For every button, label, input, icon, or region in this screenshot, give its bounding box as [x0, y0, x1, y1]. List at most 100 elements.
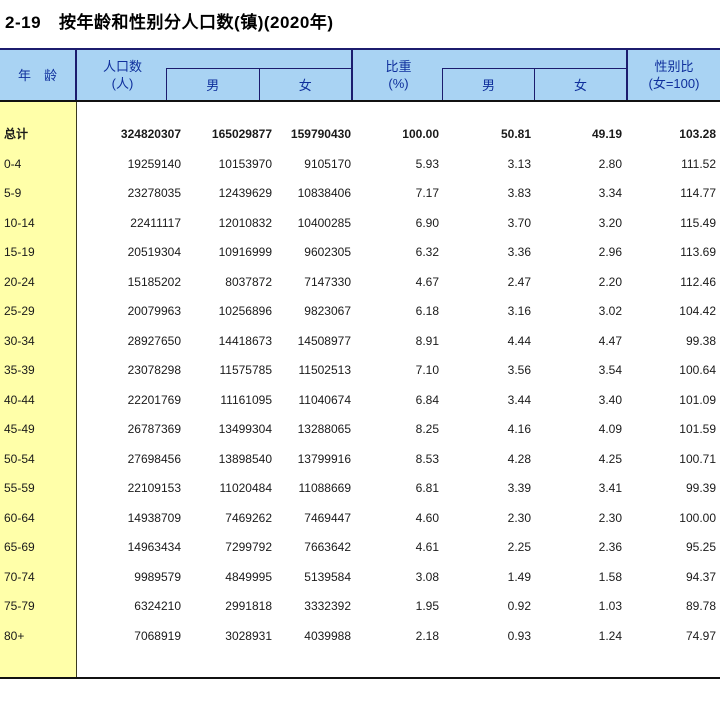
cell-share-male: 0.92: [507, 599, 531, 613]
cell-sex-ratio: 100.64: [679, 363, 716, 377]
cell-share-female: 1.03: [598, 599, 622, 613]
cell-population-total: 20519304: [127, 245, 181, 259]
header-age: 年 龄: [0, 50, 77, 100]
cell-sex-ratio: 99.39: [685, 481, 716, 495]
header-sex-ratio: 性别比 (女=100): [648, 59, 700, 91]
age-label: 80+: [4, 628, 25, 643]
cell-share-total: 8.25: [415, 422, 439, 436]
cell-share-total: 4.67: [415, 274, 439, 289]
cell-share-female: 3.20: [598, 215, 622, 230]
table-row: 5-9 23278035 12439629 10838406 7.17 3.83 3.34 1…: [0, 179, 720, 209]
cell-share-male: 3.13: [507, 156, 531, 171]
cell-population-female: 11040674: [298, 392, 352, 407]
cell-population-female: 5139584: [304, 569, 351, 584]
cell-share-male: 3.36: [507, 245, 531, 259]
cell-share-female: 3.54: [598, 363, 622, 377]
cell-share-female: 1.58: [598, 569, 622, 584]
table-row: 45-49 26787369 13499304 13288065 8.25 4.16 4.0…: [0, 415, 720, 445]
cell-population-female: 159790430: [290, 127, 351, 141]
cell-population-male: 10153970: [218, 156, 272, 171]
cell-share-total: 3.08: [415, 569, 439, 584]
cell-share-male: 2.47: [507, 274, 531, 289]
cell-sex-ratio: 114.77: [680, 186, 716, 200]
age-label: 45-49: [4, 422, 35, 436]
cell-share-total: 6.18: [415, 304, 439, 318]
cell-sex-ratio: 112.46: [680, 274, 716, 289]
cell-share-female: 2.96: [598, 245, 622, 259]
cell-share-male: 3.70: [507, 215, 531, 230]
age-label: 20-24: [4, 274, 35, 289]
cell-population-male: 12010832: [218, 215, 272, 230]
cell-share-female: 2.80: [598, 156, 622, 171]
cell-population-total: 15185202: [127, 274, 181, 289]
cell-share-male: 3.39: [507, 481, 531, 495]
page-title: 2-19 按年龄和性别分人口数(镇)(2020年): [0, 0, 720, 48]
cell-population-female: 7663642: [304, 540, 351, 554]
cell-sex-ratio: 74.97: [685, 628, 716, 643]
cell-share-female: 3.41: [598, 481, 622, 495]
header-population-group: 人口数 (人) 男 女: [77, 50, 353, 100]
table-row: 70-74 9989579 4849995 5139584 3.08 1.49 1.58 94…: [0, 563, 720, 593]
age-label: 40-44: [4, 392, 35, 407]
table-row: 25-29 20079963 10256896 9823067 6.18 3.16 3.02…: [0, 297, 720, 327]
cell-population-male: 165029877: [211, 127, 272, 141]
table-row: 40-44 22201769 11161095 11040674 6.84 3.44 3.4…: [0, 386, 720, 416]
cell-share-total: 7.10: [415, 363, 439, 377]
cell-sex-ratio: 113.69: [680, 245, 716, 259]
age-label: 65-69: [4, 540, 35, 554]
cell-share-total: 2.18: [415, 628, 439, 643]
header-proportion-subcolumns: 男 女: [442, 68, 626, 100]
cell-population-male: 2991818: [225, 599, 272, 613]
cell-share-male: 3.44: [507, 392, 531, 407]
cell-population-male: 10256896: [218, 304, 272, 318]
cell-share-total: 1.95: [415, 599, 439, 613]
cell-population-male: 8037872: [225, 274, 272, 289]
cell-share-female: 3.40: [598, 392, 622, 407]
cell-sex-ratio: 115.49: [680, 215, 716, 230]
cell-share-male: 4.44: [507, 333, 531, 348]
header-population-female: 女: [258, 68, 351, 100]
cell-population-total: 23078298: [127, 363, 181, 377]
cell-share-female: 49.19: [591, 127, 622, 141]
cell-sex-ratio: 89.78: [685, 599, 716, 613]
cell-share-male: 50.81: [500, 127, 531, 141]
cell-sex-ratio: 111.52: [681, 156, 716, 171]
cell-sex-ratio: 101.09: [679, 392, 716, 407]
cell-sex-ratio: 95.25: [685, 540, 716, 554]
age-label: 55-59: [4, 481, 35, 495]
cell-share-total: 6.32: [415, 245, 439, 259]
cell-population-total: 27698456: [127, 451, 181, 466]
cell-share-total: 7.17: [415, 186, 439, 200]
cell-share-female: 2.36: [598, 540, 622, 554]
cell-population-total: 26787369: [127, 422, 181, 436]
table-header: 年 龄 人口数 (人) 男 女 比重 (%) 男 女 性别比 (女=100): [0, 48, 720, 102]
cell-population-male: 4849995: [225, 569, 272, 584]
cell-sex-ratio: 100.71: [679, 451, 716, 466]
table-row: 20-24 15185202 8037872 7147330 4.67 2.47 2.20 1…: [0, 268, 720, 298]
cell-sex-ratio: 103.28: [679, 127, 716, 141]
cell-population-male: 13898540: [218, 451, 272, 466]
cell-population-total: 23278035: [127, 186, 181, 200]
table-row: 65-69 14963434 7299792 7663642 4.61 2.25 2.36 9…: [0, 533, 720, 563]
cell-population-total: 22201769: [127, 392, 181, 407]
cell-share-female: 2.30: [598, 510, 622, 525]
age-label: 50-54: [4, 451, 35, 466]
cell-population-female: 4039988: [304, 628, 351, 643]
age-label: 25-29: [4, 304, 35, 318]
age-column-background: [0, 102, 77, 677]
table-row: 0-4 19259140 10153970 9105170 5.93 3.13 2.80 11…: [0, 150, 720, 180]
cell-population-female: 13799916: [297, 451, 351, 466]
table-row: 35-39 23078298 11575785 11502513 7.10 3.56 3.5…: [0, 356, 720, 386]
cell-population-female: 11088669: [298, 481, 352, 495]
cell-population-male: 10916999: [218, 245, 272, 259]
cell-share-total: 100.00: [402, 127, 439, 141]
header-proportion-group: 比重 (%) 男 女: [353, 50, 628, 100]
cell-population-female: 9105170: [304, 156, 351, 171]
cell-population-female: 3332392: [304, 599, 351, 613]
cell-share-male: 3.83: [507, 186, 531, 200]
cell-population-female: 10400285: [297, 215, 351, 230]
cell-share-male: 1.49: [507, 569, 531, 584]
cell-share-male: 3.16: [507, 304, 531, 318]
table-body: 总计 324820307 165029877 159790430 100.00 50.81…: [0, 102, 720, 679]
cell-share-female: 4.47: [598, 333, 622, 348]
